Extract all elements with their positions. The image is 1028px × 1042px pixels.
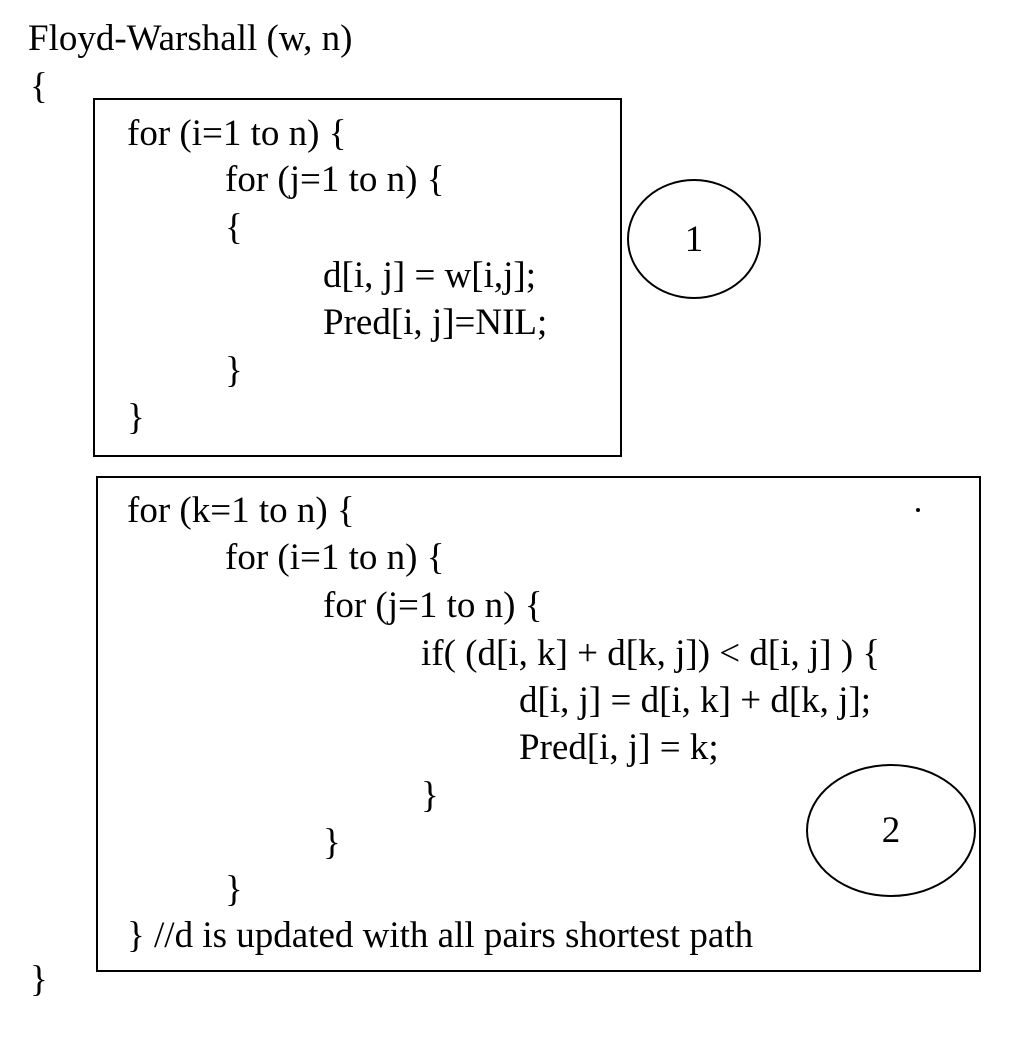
initialization-block — [93, 98, 622, 457]
block2-line-close-k-comment: } //d is updated with all pairs shortest… — [127, 915, 754, 956]
block2-marker: 2 — [806, 764, 976, 897]
block2-line-dist-update: d[i, j] = d[i, k] + d[k, j]; — [519, 680, 872, 721]
block2-line-close-if: } — [421, 775, 439, 816]
function-signature: Floyd-Warshall (w, n) — [28, 18, 353, 59]
block2-line-condition: if( (d[i, k] + d[k, j]) < d[i, j] ) { — [421, 633, 881, 674]
block2-line-pred-update: Pred[i, j] = k; — [519, 727, 719, 768]
block1-line-open-brace: { — [225, 207, 243, 248]
block2-line-close-j: } — [323, 822, 341, 863]
block1-line-dist-init: d[i, j] = w[i,j]; — [323, 255, 537, 296]
stray-dot — [916, 508, 920, 512]
block1-line-outer-loop: for (i=1 to n) { — [127, 113, 347, 154]
function-open-brace: { — [30, 66, 48, 107]
function-close-brace: } — [30, 959, 48, 1000]
block1-marker: 1 — [627, 179, 761, 299]
block2-line-close-i: } — [225, 869, 243, 910]
block2-line-i-loop: for (i=1 to n) { — [225, 537, 445, 578]
block2-line-j-loop: for (j=1 to n) { — [323, 585, 543, 626]
block1-line-inner-loop: for (j=1 to n) { — [225, 159, 445, 200]
block1-line-close-inner: } — [225, 350, 243, 391]
block2-line-k-loop: for (k=1 to n) { — [127, 490, 355, 531]
relaxation-block — [96, 476, 981, 972]
block1-line-close-outer: } — [127, 397, 145, 438]
block1-line-pred-init: Pred[i, j]=NIL; — [323, 302, 548, 343]
